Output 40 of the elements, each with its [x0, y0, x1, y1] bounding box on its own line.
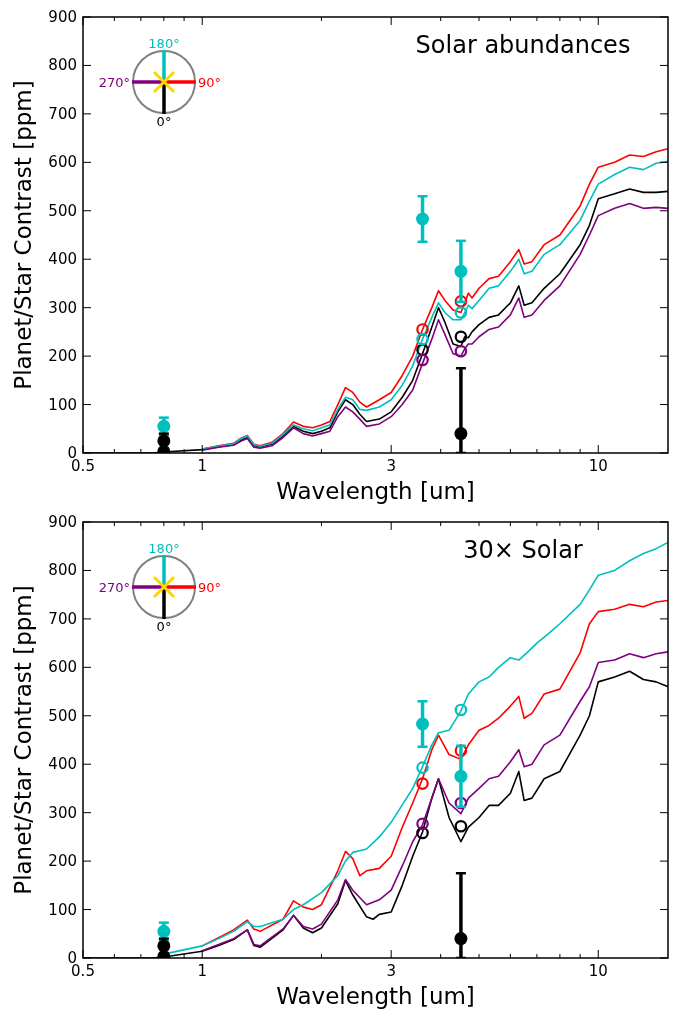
y-tick-label: 500	[48, 201, 77, 220]
legend-label: 90°	[198, 74, 222, 90]
y-tick-label: 800	[48, 561, 77, 580]
text: 270°	[98, 74, 130, 90]
y-tick-label: 900	[48, 8, 77, 26]
text: 180°	[148, 541, 180, 556]
y-tick-label: 400	[48, 755, 77, 774]
x-tick-label: 1	[197, 962, 207, 980]
y-tick-label: 200	[48, 347, 77, 366]
x-tick-label: 0.5	[71, 962, 95, 980]
y-tick-label: 200	[48, 852, 77, 871]
y-tick-label: 700	[48, 104, 77, 123]
y-tick-label: 600	[48, 658, 77, 677]
x-tick-label: 10	[588, 457, 608, 475]
x-axis-title: Wavelength [um]	[276, 983, 475, 1009]
y-tick-label: 100	[48, 395, 77, 414]
y-tick-label: 300	[48, 298, 77, 317]
y-tick-label: 800	[48, 56, 77, 75]
text: 270°	[98, 579, 130, 595]
legend-label: 90°	[198, 579, 222, 595]
x-axis-title: Wavelength [um]	[276, 478, 475, 504]
x-tick-label: 10	[588, 962, 608, 980]
y-axis-title: Planet/Star Contrast [ppm]	[10, 585, 36, 895]
text: 180°	[148, 36, 180, 51]
annotation: 30× Solar	[463, 536, 583, 564]
text: 0°	[156, 113, 172, 129]
y-tick-label: 600	[48, 153, 77, 172]
x-tick-label: 1	[197, 457, 207, 475]
text: 0°	[156, 618, 172, 634]
y-tick-label: 700	[48, 609, 77, 628]
y-tick-label: 400	[48, 250, 77, 269]
y-tick-label: 300	[48, 803, 77, 822]
x-tick-label: 0.5	[71, 457, 95, 475]
annotation: Solar abundances	[415, 31, 631, 59]
y-tick-label: 900	[48, 513, 77, 531]
y-tick-label: 500	[48, 706, 77, 725]
y-axis-title: Planet/Star Contrast [ppm]	[10, 80, 36, 390]
x-tick-label: 3	[386, 962, 396, 980]
y-tick-label: 100	[48, 900, 77, 919]
x-tick-label: 3	[386, 457, 396, 475]
